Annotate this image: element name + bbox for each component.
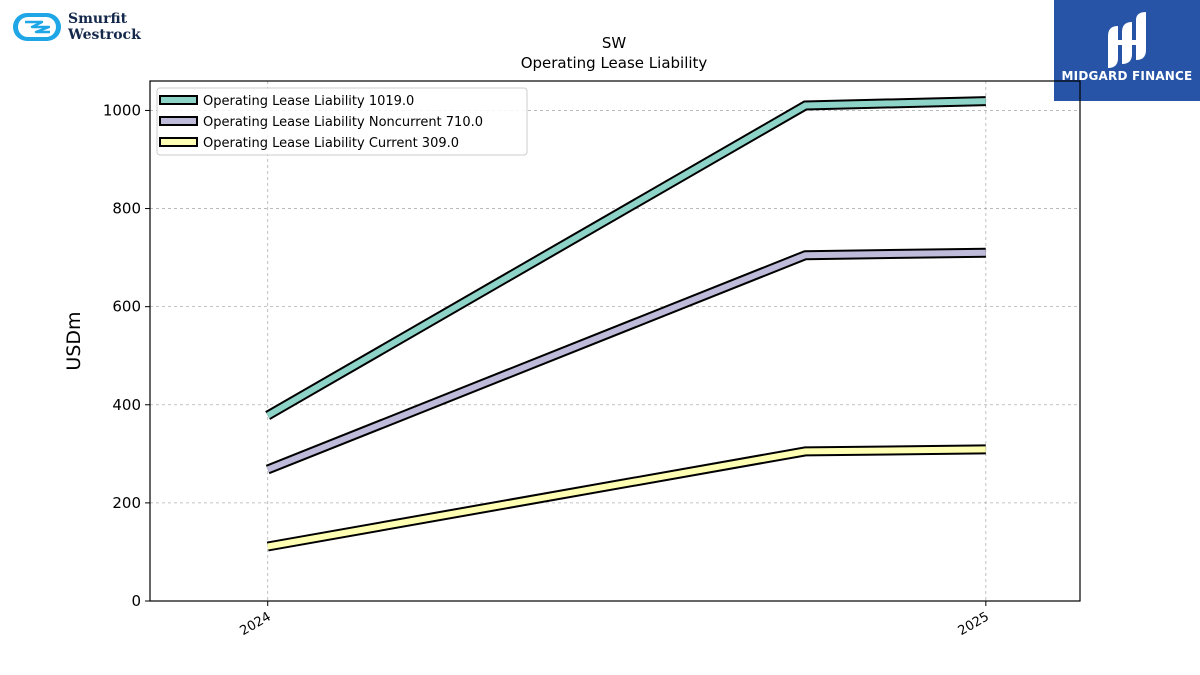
grid: [150, 81, 1080, 602]
smurfit-westrock-logo: Smurfit Westrock: [10, 8, 160, 48]
logo-line2: Westrock: [68, 27, 141, 43]
legend-label: Operating Lease Liability Noncurrent 710…: [203, 115, 483, 130]
chart-subtitle: Operating Lease Liability: [521, 54, 708, 72]
y-tick-label: 200: [112, 494, 141, 512]
legend-box: [156, 87, 528, 156]
midgard-finance-logo-icon: [1108, 12, 1146, 68]
logo-line1: Smurfit: [68, 11, 128, 27]
x-tick-label: 2025: [956, 609, 992, 639]
y-tick-label: 0: [131, 592, 141, 610]
y-axis-label: USDm: [63, 311, 85, 370]
y-tick-label: 400: [112, 396, 141, 414]
legend: Operating Lease Liability 1019.0 Operatin…: [156, 87, 528, 156]
y-tick-label: 800: [112, 200, 141, 218]
legend-swatch: [159, 95, 198, 105]
y-tick-label: 1000: [103, 101, 141, 119]
chart-title: SW: [602, 34, 627, 52]
legend-label: Operating Lease Liability Current 309.0: [203, 136, 459, 151]
series-line: [266, 98, 986, 419]
x-tick-label: 2024: [238, 609, 274, 639]
smurfit-westrock-logo-text: Smurfit Westrock: [68, 11, 141, 43]
series-outline: [265, 247, 986, 475]
axes: 0 200 400 600 800 1000 2024 2025: [103, 80, 1081, 639]
legend-swatch: [159, 116, 198, 126]
smurfit-westrock-logo-icon: [13, 13, 61, 41]
midgard-finance-logo-text: MIDGARD FINANCE: [1061, 69, 1193, 83]
series-line: [267, 446, 986, 550]
legend-swatch: [159, 137, 198, 147]
series-lines: [265, 96, 986, 552]
legend-label: Operating Lease Liability 1019.0: [203, 94, 414, 109]
y-tick-label: 600: [112, 298, 141, 316]
series-line: [266, 249, 986, 473]
plot-frame: [149, 80, 1081, 602]
series-outline: [266, 444, 986, 552]
midgard-finance-logo: MIDGARD FINANCE: [1054, 0, 1200, 101]
